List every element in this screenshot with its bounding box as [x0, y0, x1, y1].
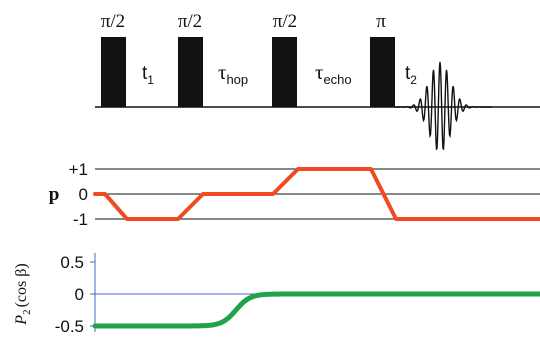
level-label-minus1: -1 [73, 210, 88, 229]
pulse-sequence: π/2 π/2 π/2 π t1 τhop τecho t2 [95, 11, 540, 151]
pulse-4 [370, 37, 395, 107]
echo-signal [395, 61, 492, 151]
delay-tau-echo-label: τecho [315, 60, 352, 87]
level-label-0: 0 [79, 185, 88, 204]
delay-t1-label: t1 [142, 63, 154, 87]
pulse-2-label: π/2 [178, 11, 202, 32]
pulse-1-label: π/2 [101, 11, 125, 32]
p2-tick-label-0: 0 [75, 285, 84, 304]
pulse-4-label: π [376, 11, 386, 32]
coherence-pathway: +1 0 -1 p [49, 160, 540, 229]
p2-plot: 0.5 0 -0.5 P2(cos β) [13, 253, 540, 336]
pulse-3-label: π/2 [273, 11, 297, 32]
p2-y-axis-label: P2(cos β) [13, 263, 33, 325]
pulse-3 [272, 37, 297, 107]
p2-curve [92, 291, 540, 329]
p2-tick-label-0.5: 0.5 [60, 253, 84, 272]
coherence-path [93, 167, 540, 221]
level-label-plus1: +1 [69, 160, 88, 179]
delay-t2-label: t2 [405, 63, 417, 87]
p2-tick-label-minus0.5: -0.5 [55, 317, 84, 336]
pulse-1 [101, 37, 126, 107]
pulse-2 [178, 37, 203, 107]
coherence-axis-label: p [49, 184, 60, 205]
delay-tau-hop-label: τhop [218, 60, 248, 87]
